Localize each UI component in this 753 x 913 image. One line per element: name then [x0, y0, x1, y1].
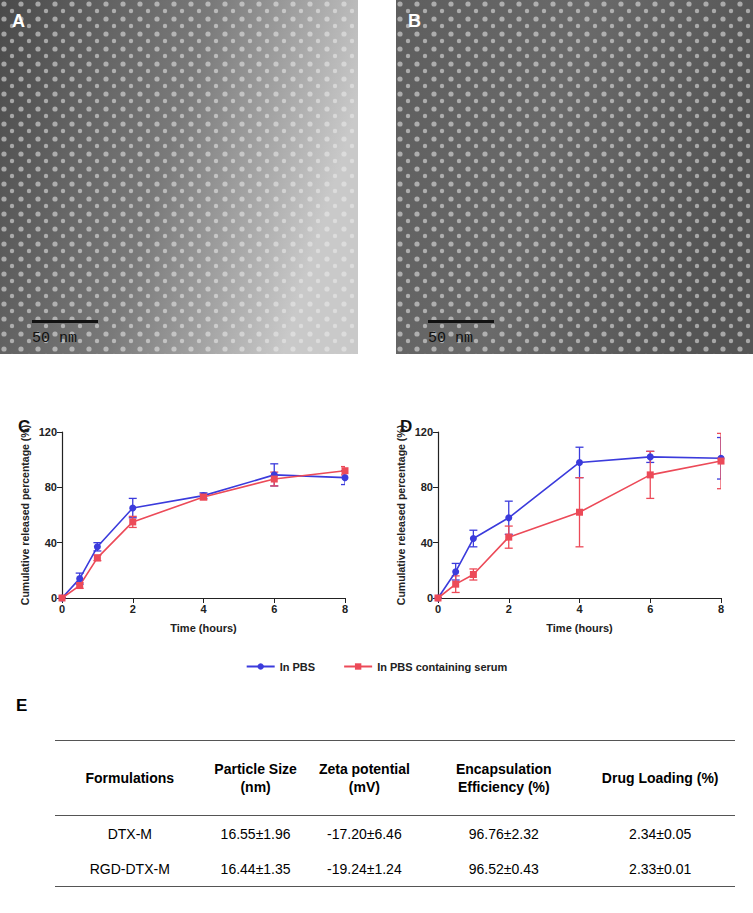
- svg-text:In PBS containing serum: In PBS containing serum: [377, 661, 507, 673]
- html-text:E: E: [16, 696, 28, 715]
- html-text:2.34±0.05: 2.34±0.05: [629, 825, 692, 842]
- svg-text:120: 120: [415, 426, 433, 438]
- html-text:96.52±0.43: 96.52±0.43: [468, 860, 539, 877]
- html-text:Encapsulation Efficiency (%): Encapsulation Efficiency (%): [455, 761, 552, 795]
- svg-text:8: 8: [718, 603, 724, 615]
- svg-text:Cumulative released percentage: Cumulative released percentage (%): [19, 425, 31, 605]
- html-text:96.76±2.32: 96.76±2.32: [468, 825, 539, 842]
- html-text:16.44±1.35: 16.44±1.35: [220, 860, 291, 877]
- svg-text:4: 4: [200, 603, 207, 615]
- svg-text:Cumulative released percentage: Cumulative released percentage (%): [395, 425, 407, 605]
- svg-text:0: 0: [435, 603, 441, 615]
- svg-text:50 nm: 50 nm: [428, 330, 473, 347]
- html-text:16.55±1.96: 16.55±1.96: [220, 825, 291, 842]
- html-text:-17.20±6.46: -17.20±6.46: [327, 825, 402, 842]
- svg-text:A: A: [12, 11, 25, 31]
- svg-text:In PBS: In PBS: [280, 661, 315, 673]
- html-text:RGD-DTX-M: RGD-DTX-M: [89, 860, 170, 877]
- svg-text:B: B: [408, 11, 421, 31]
- html-text:-19.24±1.24: -19.24±1.24: [327, 860, 402, 877]
- svg-text:0: 0: [427, 592, 433, 604]
- svg-text:Time (hours): Time (hours): [546, 622, 613, 634]
- svg-text:6: 6: [271, 603, 277, 615]
- svg-text:6: 6: [647, 603, 653, 615]
- svg-text:2: 2: [130, 603, 136, 615]
- html-text:2.33±0.01: 2.33±0.01: [629, 860, 692, 877]
- svg-text:120: 120: [39, 426, 57, 438]
- html-text:Particle Size (nm): Particle Size (nm): [214, 761, 297, 795]
- html-text:Drug Loading (%): Drug Loading (%): [601, 770, 719, 786]
- svg-text:0: 0: [59, 603, 65, 615]
- html-text:Zeta potential (mV): Zeta potential (mV): [318, 761, 410, 795]
- svg-text:4: 4: [576, 603, 583, 615]
- html-text:DTX-M: DTX-M: [107, 825, 152, 842]
- svg-text:8: 8: [342, 603, 348, 615]
- svg-text:Time (hours): Time (hours): [170, 622, 237, 634]
- svg-text:40: 40: [45, 537, 57, 549]
- html-text:Formulations: Formulations: [85, 770, 175, 786]
- svg-text:2: 2: [506, 603, 512, 615]
- svg-text:80: 80: [45, 481, 57, 493]
- svg-text:80: 80: [421, 481, 433, 493]
- svg-text:50 nm: 50 nm: [32, 330, 77, 347]
- svg-text:40: 40: [421, 537, 433, 549]
- svg-text:0: 0: [51, 592, 57, 604]
